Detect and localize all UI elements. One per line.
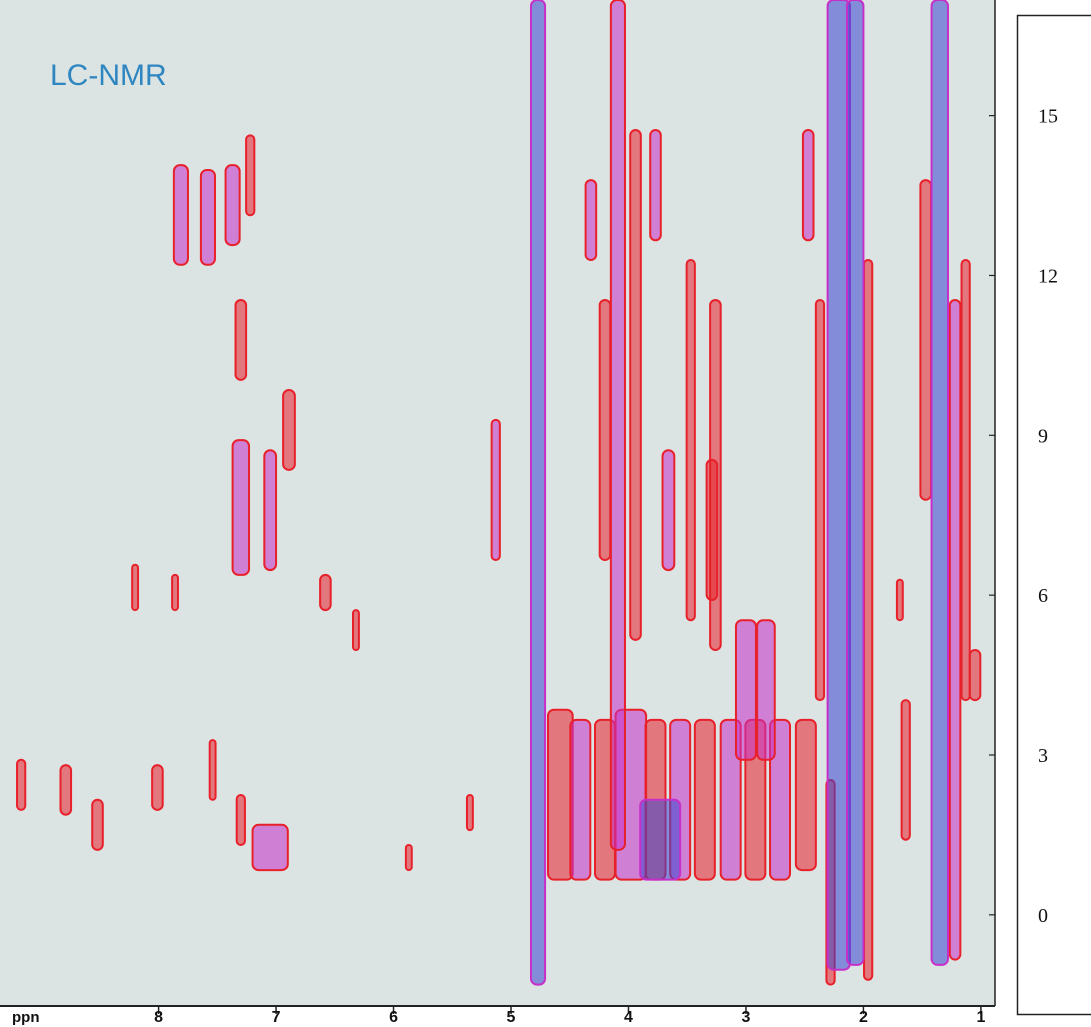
contour-streak: [151, 764, 164, 811]
contour-streak: [231, 439, 251, 576]
y-tick-label: 3: [1038, 745, 1048, 767]
contour-streak: [529, 0, 547, 986]
x-tick-label: 2: [859, 1009, 868, 1026]
contour-streak: [352, 609, 360, 652]
contour-streak: [490, 418, 501, 561]
contour-streak: [845, 0, 865, 966]
contour-streak: [199, 168, 216, 266]
contour-streak: [960, 259, 971, 702]
contour-streak: [245, 134, 256, 217]
y-tick-label: 6: [1038, 585, 1048, 607]
contour-streak: [251, 823, 289, 872]
contour-streak: [769, 718, 792, 881]
contour-streak: [639, 798, 682, 881]
y-tick-label: 12: [1038, 265, 1058, 287]
contour-streak: [968, 649, 982, 702]
contour-streak: [59, 764, 73, 816]
contour-streak: [282, 389, 296, 471]
contour-layer: [16, 0, 982, 986]
x-axis-label: ppn: [12, 1009, 40, 1026]
contour-streak: [404, 844, 413, 872]
contour-streak: [814, 298, 826, 702]
contour-streak: [719, 718, 742, 881]
contour-streak: [895, 578, 904, 622]
contour-streak: [234, 298, 248, 381]
contour-streak: [629, 129, 642, 641]
contour-streak: [900, 699, 911, 841]
contour-streak: [598, 298, 612, 561]
contour-streak: [172, 164, 189, 266]
contour-streak: [734, 619, 757, 761]
contour-streak: [649, 129, 662, 242]
y-label-panel: [1016, 14, 1091, 1016]
y-tick-label: 0: [1038, 905, 1048, 927]
contour-streak: [801, 129, 815, 242]
y-tick-label: 15: [1038, 106, 1058, 128]
contour-streak: [705, 458, 719, 601]
contour-streak: [235, 793, 246, 847]
x-tick-label: 6: [389, 1009, 398, 1026]
contour-streak: [16, 758, 27, 811]
chart-title: LC-NMR: [50, 59, 167, 92]
y-tick-label: 9: [1038, 425, 1048, 447]
contour-streak: [208, 739, 217, 801]
contour-streak: [756, 619, 776, 761]
x-tick-label: 5: [507, 1009, 516, 1026]
x-tick-label: 7: [272, 1009, 281, 1026]
contour-streak: [319, 573, 332, 612]
contour-streak: [863, 259, 874, 981]
contour-streak: [919, 179, 932, 501]
contour-streak: [693, 718, 716, 881]
x-tick-label: 3: [742, 1009, 751, 1026]
contour-streak: [131, 563, 140, 612]
contour-streak: [171, 573, 179, 612]
x-tick-label: 4: [624, 1009, 633, 1026]
x-tick-label: 8: [154, 1009, 163, 1026]
x-tick-label: 1: [976, 1009, 985, 1026]
contour-streak: [465, 793, 474, 832]
contour-streak: [584, 179, 598, 262]
contour-streak: [263, 449, 278, 572]
contour-streak: [948, 298, 962, 961]
contour-streak: [661, 449, 676, 572]
contour-streak: [91, 798, 104, 851]
contour-streak: [685, 259, 696, 622]
contour-streak: [609, 0, 626, 851]
contour-streak: [794, 718, 817, 872]
contour-streak: [569, 718, 592, 881]
contour-streak: [547, 708, 574, 881]
contour-streak: [224, 164, 241, 247]
contour-streak: [930, 0, 950, 966]
